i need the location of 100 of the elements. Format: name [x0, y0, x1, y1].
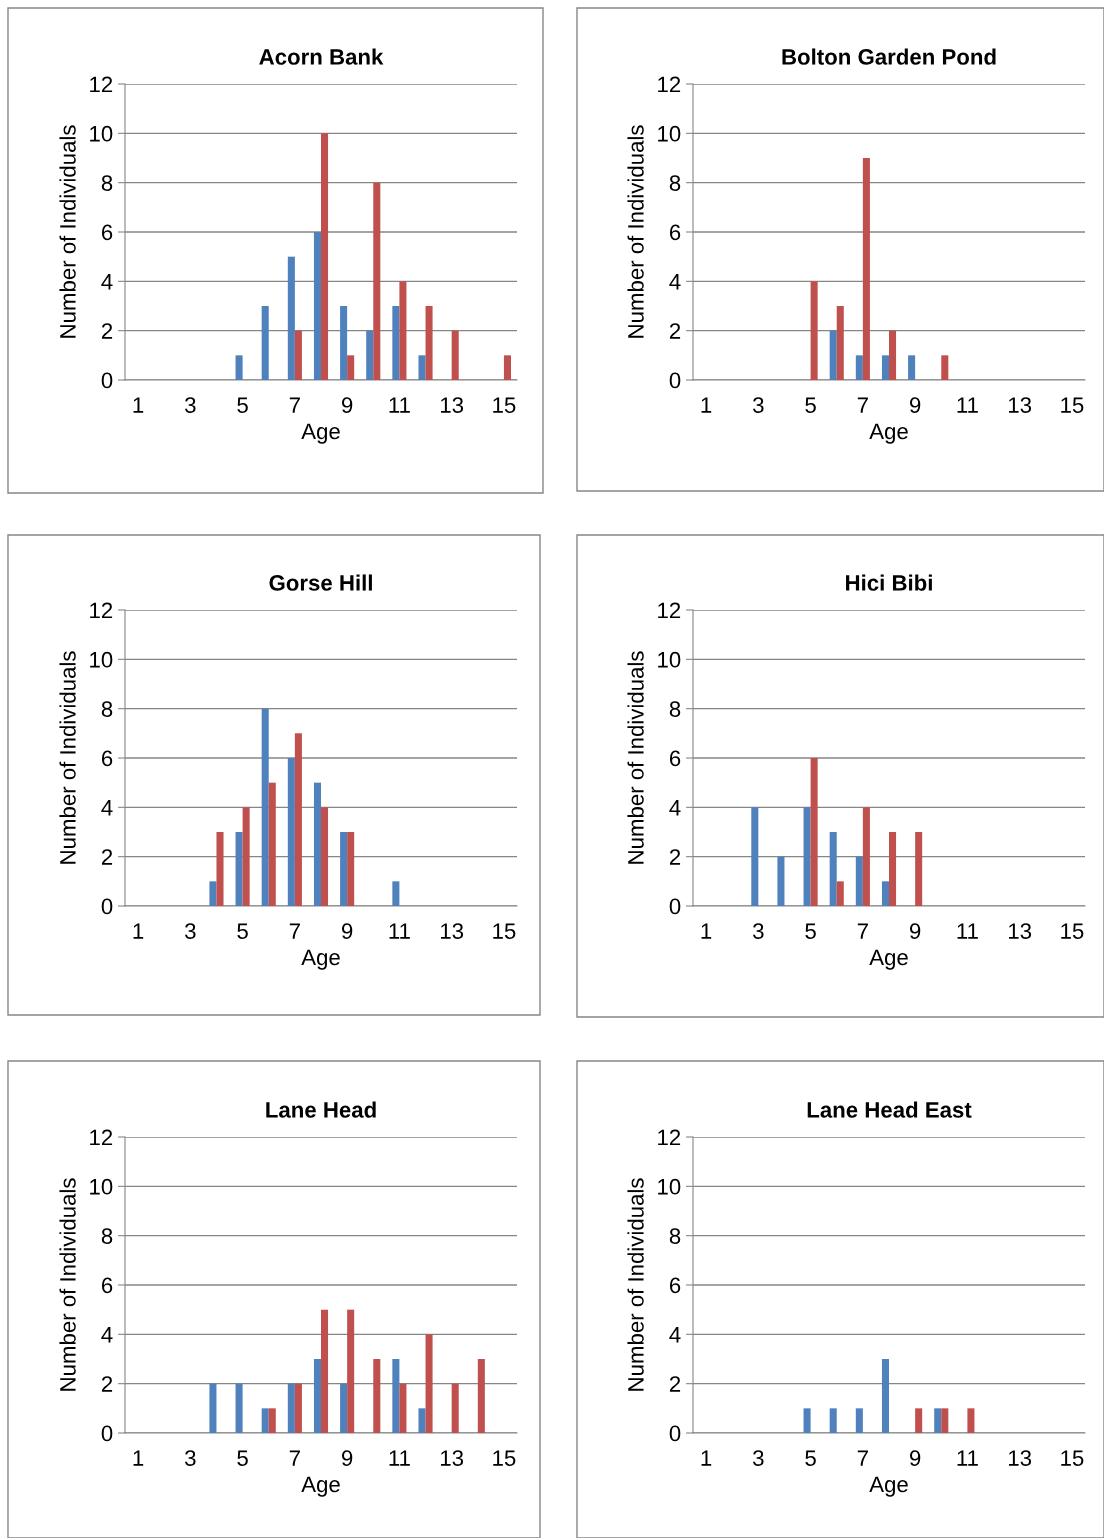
y-tick-label: 4: [669, 800, 681, 816]
x-tick-label: 15: [493, 1450, 516, 1466]
bar: [321, 1309, 329, 1433]
x-tick-label: 15: [1061, 397, 1084, 413]
bar: [313, 232, 321, 380]
x-tick-label: 1: [133, 923, 144, 939]
y-tick-label: 6: [669, 1277, 681, 1294]
bar: [810, 281, 818, 380]
chart-title: Lane Head East: [807, 1101, 972, 1118]
y-tick-label: 6: [101, 224, 113, 241]
bar: [418, 355, 426, 380]
bar: [313, 1359, 321, 1433]
y-tick-label: 2: [669, 1376, 681, 1392]
chart-title: Lane Head: [266, 1101, 376, 1118]
y-tick-label: 0: [669, 1425, 681, 1442]
x-tick-label: 13: [1009, 1450, 1032, 1466]
bar: [216, 832, 224, 906]
bar: [503, 355, 511, 380]
bar: [908, 355, 916, 380]
bar: [340, 306, 348, 380]
bar: [294, 330, 302, 380]
y-tick-label: 8: [101, 175, 113, 191]
y-tick-label: 8: [669, 175, 681, 191]
bar: [347, 355, 355, 380]
bar: [321, 133, 329, 380]
y-axis-title: Number of Individuals: [627, 1178, 644, 1391]
x-tick-label: 1: [701, 1450, 712, 1466]
y-axis-title: Number of Individuals: [59, 1178, 76, 1391]
bar: [209, 1383, 217, 1433]
bar: [477, 1359, 485, 1433]
bar: [242, 807, 250, 906]
x-tick-label: 13: [441, 397, 464, 413]
y-tick-label: 12: [658, 1129, 681, 1146]
bar: [340, 832, 348, 906]
x-tick-label: 1: [701, 397, 712, 413]
x-tick-label: 9: [910, 397, 921, 413]
bar: [451, 330, 459, 380]
x-tick-label: 3: [185, 1450, 196, 1466]
bar: [287, 256, 295, 380]
y-tick-label: 12: [658, 76, 681, 93]
y-tick-label: 8: [101, 1228, 113, 1244]
x-tick-label: 9: [910, 923, 921, 939]
y-tick-label: 10: [90, 1178, 113, 1195]
bar: [235, 832, 243, 906]
x-tick-label: 7: [289, 1450, 300, 1466]
x-tick-label: 13: [441, 1450, 464, 1466]
bar: [829, 330, 837, 380]
y-tick-label: 2: [101, 323, 113, 339]
y-tick-label: 6: [669, 224, 681, 241]
x-tick-label: 3: [185, 923, 196, 939]
bar: [209, 881, 217, 906]
bar: [268, 782, 276, 906]
x-axis-title: Age: [869, 423, 908, 444]
x-tick-label: 13: [441, 923, 464, 939]
y-tick-label: 6: [669, 750, 681, 767]
bar: [836, 881, 844, 906]
bar: [803, 807, 811, 906]
bar: [425, 306, 433, 380]
bar: [399, 1383, 407, 1433]
y-tick-label: 0: [101, 898, 113, 915]
bar: [941, 355, 949, 380]
bar: [313, 782, 321, 906]
y-tick-label: 8: [101, 701, 113, 717]
x-tick-label: 7: [289, 923, 300, 939]
bar: [347, 1309, 355, 1433]
x-tick-label: 5: [237, 397, 248, 413]
bar: [261, 1408, 269, 1433]
x-tick-label: 5: [805, 397, 816, 413]
bar: [268, 1408, 276, 1433]
y-tick-label: 0: [101, 372, 113, 389]
y-axis-title: Number of Individuals: [627, 125, 644, 338]
bar: [810, 758, 818, 906]
y-tick-label: 10: [658, 125, 681, 142]
x-tick-label: 15: [493, 397, 516, 413]
x-tick-label: 11: [389, 397, 410, 413]
x-axis-title: Age: [301, 423, 340, 444]
bar: [862, 807, 870, 906]
y-tick-label: 4: [101, 800, 113, 816]
bar: [451, 1383, 459, 1433]
bar: [287, 1383, 295, 1433]
bar: [392, 1359, 400, 1433]
x-tick-label: 5: [805, 923, 816, 939]
x-tick-label: 1: [133, 1450, 144, 1466]
x-tick-label: 13: [1009, 923, 1032, 939]
x-tick-label: 15: [1061, 923, 1084, 939]
bar: [889, 330, 897, 380]
x-axis-title: Age: [869, 1476, 908, 1497]
y-tick-label: 0: [669, 372, 681, 389]
chart-title: Acorn Bank: [259, 48, 384, 65]
bar: [418, 1408, 426, 1433]
bar: [829, 832, 837, 906]
bar: [915, 832, 923, 906]
y-tick-label: 0: [669, 898, 681, 915]
y-tick-label: 6: [101, 750, 113, 767]
y-tick-label: 12: [658, 602, 681, 619]
x-tick-label: 5: [237, 1450, 248, 1466]
y-tick-label: 8: [669, 701, 681, 717]
x-tick-label: 5: [237, 923, 248, 939]
y-tick-label: 4: [669, 1327, 681, 1343]
bar: [321, 807, 329, 906]
